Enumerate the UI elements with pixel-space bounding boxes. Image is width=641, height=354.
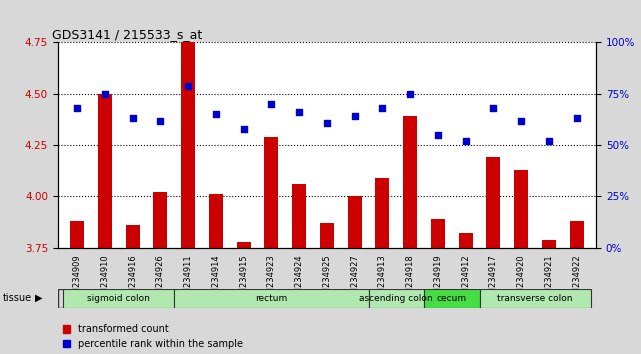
Point [349,114,360,119]
Point [294,109,304,115]
Text: cecum: cecum [437,294,467,303]
Point [433,132,443,138]
Point [183,83,194,88]
Bar [487,158,501,248]
Bar [265,137,278,248]
Bar [403,116,417,248]
Bar [570,221,584,248]
Bar [542,240,556,248]
Text: sigmoid colon: sigmoid colon [87,294,150,303]
Bar [63,289,174,308]
Bar [459,233,472,248]
Bar [320,223,334,248]
Bar [424,289,479,308]
Bar [181,40,195,248]
Point [100,91,110,97]
Bar [431,219,445,248]
Bar [514,170,528,248]
Point [488,105,499,111]
Point [238,126,249,132]
Bar [209,194,223,248]
Text: transverse colon: transverse colon [497,294,573,303]
Point [322,120,332,125]
Bar [153,192,167,248]
Point [460,138,470,144]
Point [266,101,276,107]
Legend: transformed count, percentile rank within the sample: transformed count, percentile rank withi… [63,324,243,349]
Point [128,116,138,121]
Text: GDS3141 / 215533_s_at: GDS3141 / 215533_s_at [53,28,203,41]
Text: ▶: ▶ [35,293,43,303]
Bar [347,196,362,248]
Bar [174,289,369,308]
Point [544,138,554,144]
Bar [479,289,590,308]
Point [155,118,165,123]
Point [516,118,526,123]
Bar [376,178,389,248]
Text: ascending colon: ascending colon [360,294,433,303]
Bar [369,289,424,308]
Point [405,91,415,97]
Bar [237,242,251,248]
Point [572,116,582,121]
Bar [98,94,112,248]
Bar [292,184,306,248]
Text: rectum: rectum [255,294,288,303]
Point [211,112,221,117]
Text: tissue: tissue [3,293,32,303]
Point [72,105,82,111]
Bar [126,225,140,248]
Bar [70,221,84,248]
Point [378,105,388,111]
